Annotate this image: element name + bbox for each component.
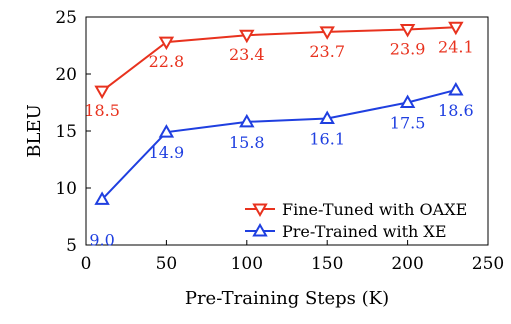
- data-point: [319, 110, 335, 124]
- x-tick-label: 0: [81, 254, 92, 274]
- y-tick-label: 10: [55, 179, 77, 199]
- legend: Fine-Tuned with OAXE Pre-Trained with XE: [245, 200, 467, 241]
- data-point: [94, 85, 110, 100]
- series-group: 18.5 22.8 23.4 23.7 23.9 24.1 9.0 14.9 15.8 16.1 1…: [84, 21, 474, 249]
- series-line: [101, 26, 456, 92]
- legend-label: Fine-Tuned with OAXE: [282, 200, 467, 219]
- data-label: 23.9: [390, 40, 426, 59]
- series-line: [101, 88, 457, 201]
- data-label: 18.6: [438, 101, 474, 120]
- x-axis-title: Pre-Training Steps (K): [185, 288, 389, 309]
- data-label: 15.8: [229, 133, 265, 152]
- data-point: [399, 94, 416, 108]
- series-1: 18.5 22.8 23.4 23.7 23.9 24.1: [84, 21, 474, 120]
- y-tick-label: 25: [55, 8, 77, 28]
- data-point: [158, 36, 175, 51]
- x-tick-label: 50: [156, 254, 178, 274]
- legend-marker: [252, 222, 268, 237]
- legend-label: Pre-Trained with XE: [282, 222, 447, 241]
- x-tick-label: 200: [391, 254, 423, 274]
- legend-entry: Pre-Trained with XE: [245, 222, 447, 241]
- data-label: 18.5: [84, 101, 120, 120]
- data-point: [399, 24, 416, 38]
- data-point: [319, 26, 335, 40]
- data-point: [158, 124, 175, 138]
- data-label: 22.8: [149, 52, 185, 71]
- x-tick-label: 250: [472, 254, 504, 274]
- data-label: 14.9: [149, 143, 185, 162]
- data-point: [239, 29, 255, 44]
- data-label: 23.7: [309, 42, 345, 61]
- data-label: 24.1: [438, 37, 474, 56]
- data-label: 23.4: [229, 45, 265, 64]
- y-tick-label: 20: [55, 65, 77, 85]
- data-point: [448, 21, 464, 36]
- series-2: 9.0 14.9 15.8 16.1 17.5 18.6: [89, 81, 474, 249]
- y-tick-label: 5: [66, 236, 77, 256]
- axis-ticks: 0 50 100 150 200 250 5 10 15 20 25: [55, 8, 504, 274]
- data-point: [239, 113, 255, 128]
- data-label: 9.0: [89, 230, 114, 249]
- data-point: [94, 191, 110, 205]
- y-axis-title: BLEU: [24, 104, 45, 158]
- legend-entry: Fine-Tuned with OAXE: [245, 200, 467, 219]
- y-tick-label: 15: [55, 122, 77, 142]
- legend-marker: [252, 203, 268, 218]
- data-point: [448, 81, 464, 96]
- x-tick-label: 150: [311, 254, 343, 274]
- x-tick-label: 100: [231, 254, 263, 274]
- data-label: 17.5: [390, 114, 426, 133]
- data-label: 16.1: [309, 129, 345, 148]
